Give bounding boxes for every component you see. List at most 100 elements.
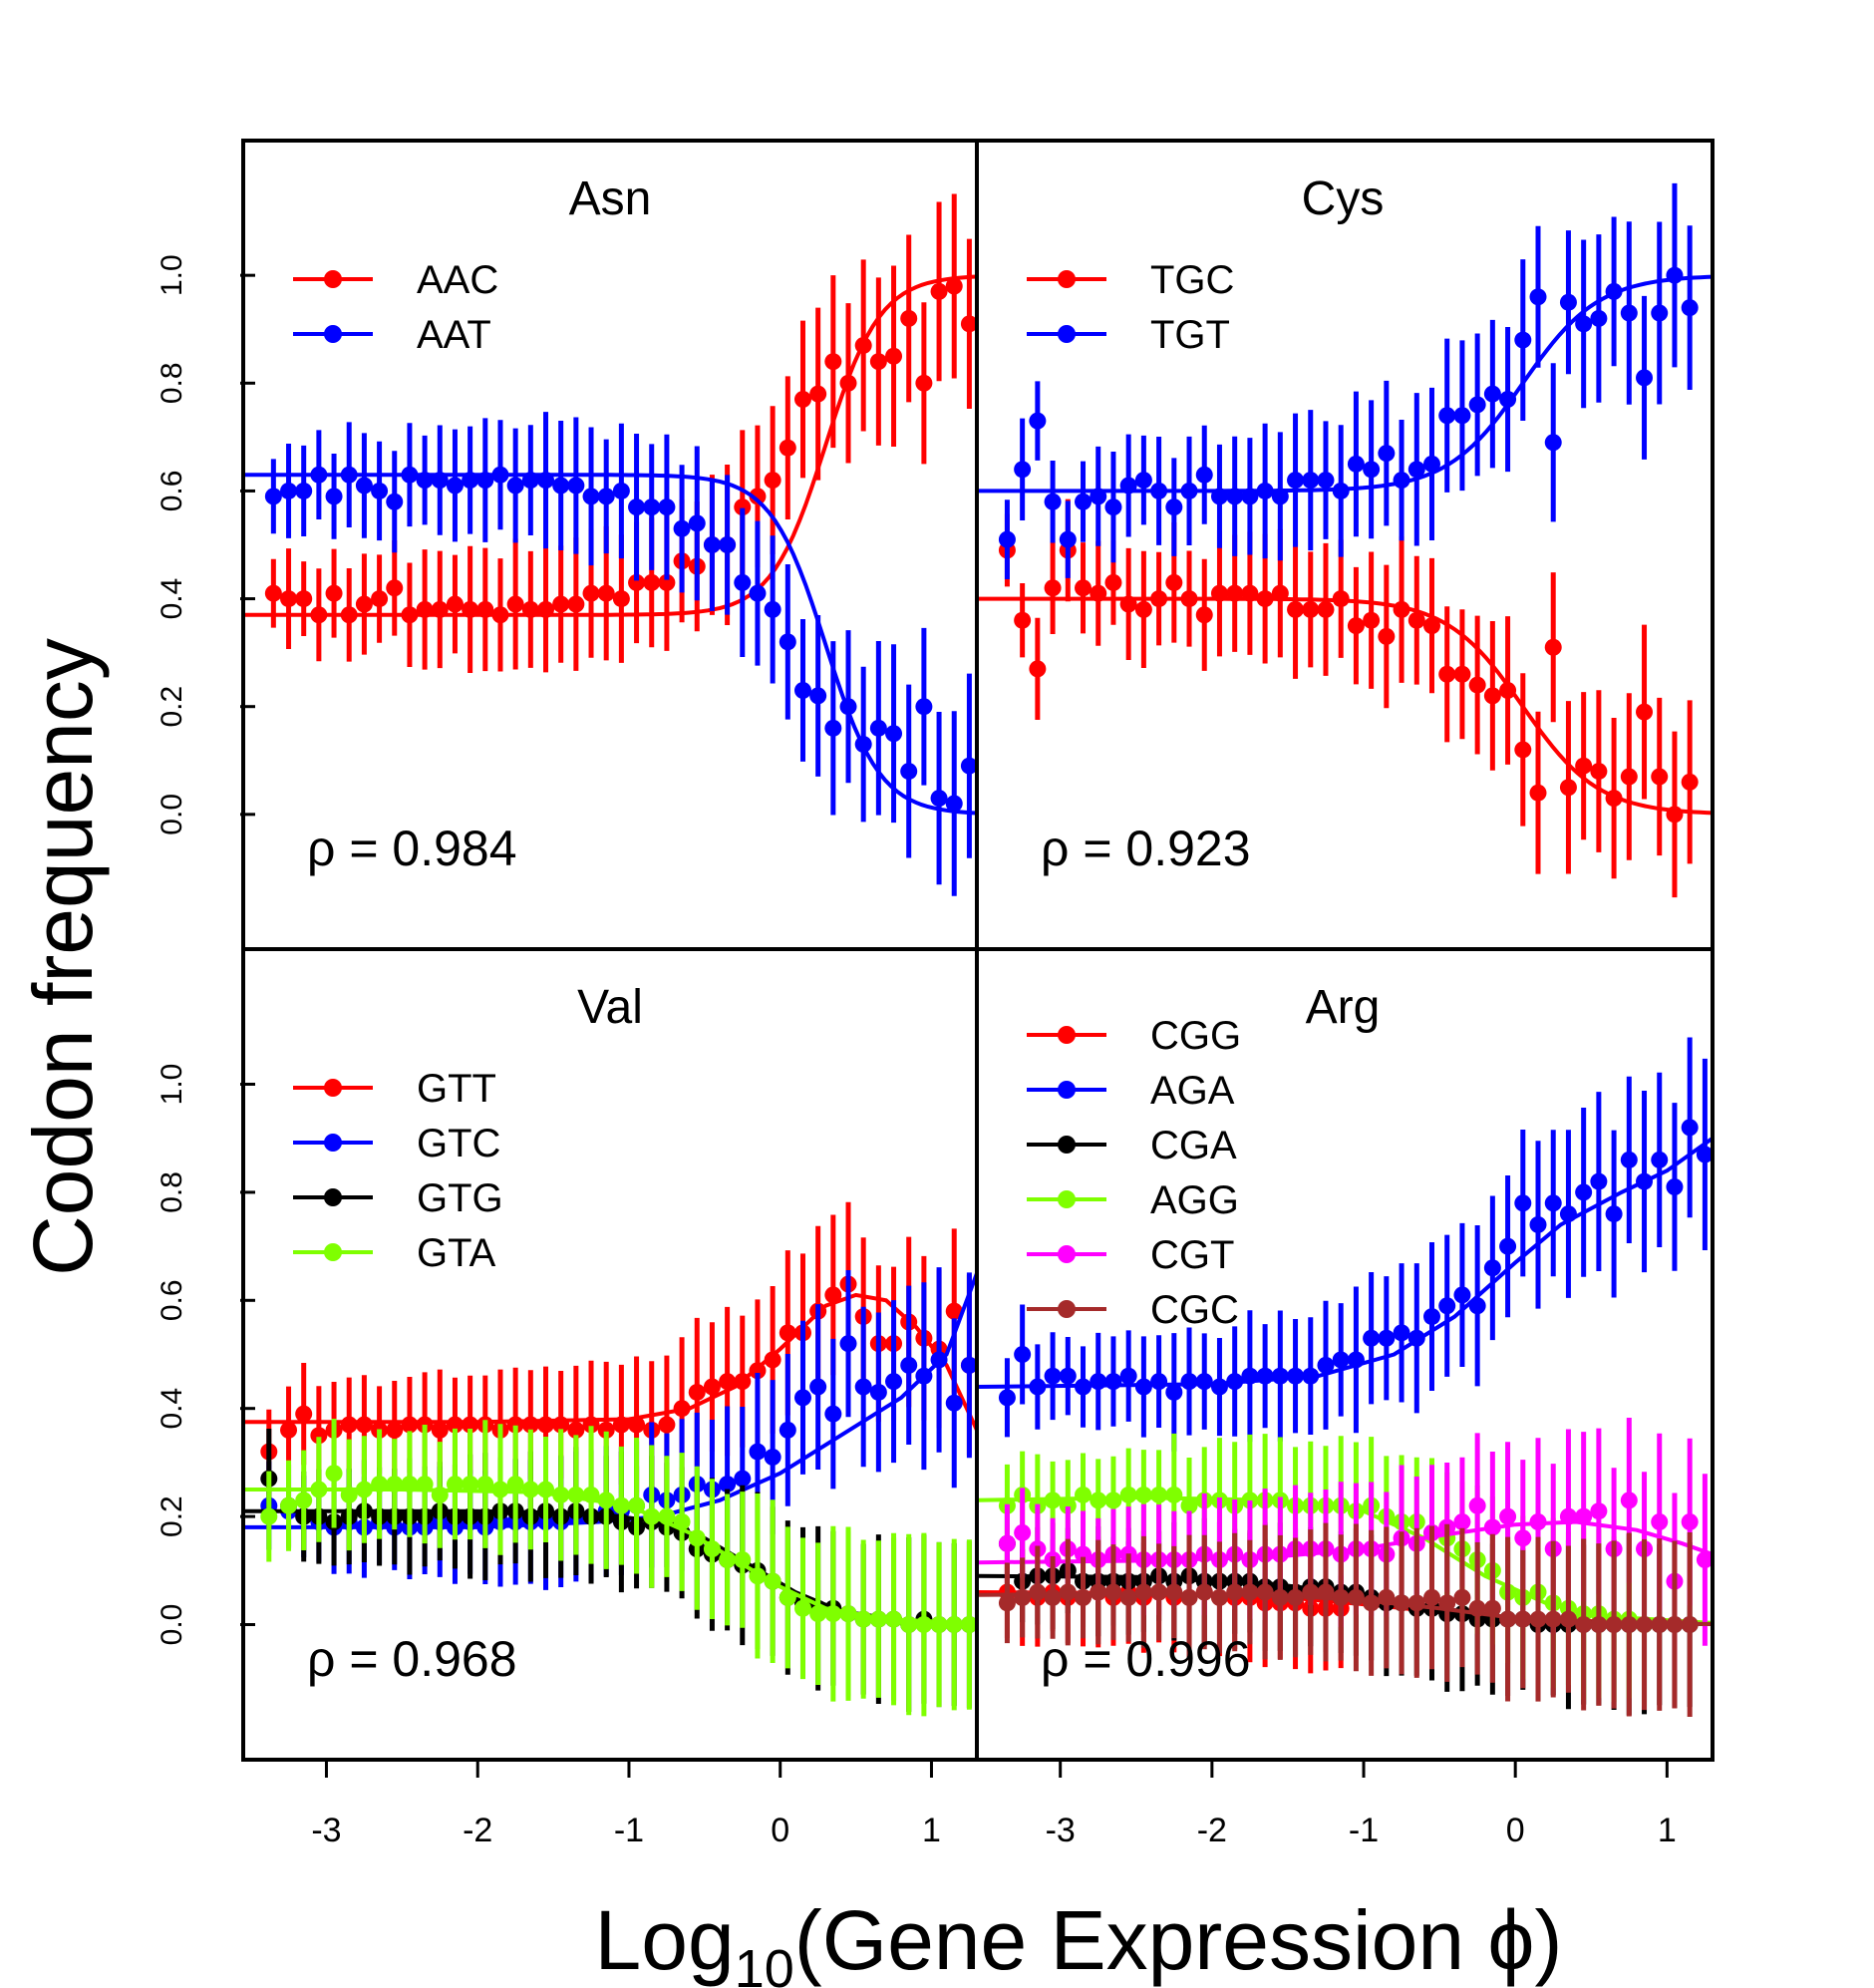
data-point-aga xyxy=(1544,1194,1562,1212)
data-point-aat xyxy=(567,477,585,495)
data-point-gtt xyxy=(582,1416,600,1434)
data-point-cgt xyxy=(1499,1507,1517,1525)
data-point-gta xyxy=(462,1476,479,1493)
data-point-cgc xyxy=(1317,1583,1335,1601)
data-point-aac xyxy=(628,573,646,591)
data-point-cgc xyxy=(1453,1588,1471,1606)
data-point-cgt xyxy=(1696,1550,1713,1568)
x-axis-label-base: Log xyxy=(595,1893,735,1987)
data-point-cgc xyxy=(1059,1583,1077,1601)
data-point-aga xyxy=(1468,1297,1486,1315)
legend-marker-tgt xyxy=(1058,325,1076,343)
data-point-aat xyxy=(476,472,494,490)
data-point-aat xyxy=(310,466,328,484)
x-tick-label: -2 xyxy=(1197,1812,1227,1849)
data-point-tgt xyxy=(1483,385,1501,403)
y-tick-label: 1.0 xyxy=(156,254,188,296)
data-point-gtc xyxy=(930,1351,948,1369)
data-point-tgt xyxy=(1575,315,1593,333)
data-point-aac xyxy=(462,600,479,618)
data-point-tgc xyxy=(1332,590,1350,608)
data-point-tgc xyxy=(1378,627,1396,645)
data-point-aat xyxy=(688,514,706,532)
data-point-gta xyxy=(340,1486,358,1503)
data-point-aac xyxy=(793,391,811,409)
data-point-gta xyxy=(431,1486,449,1503)
data-point-cgc xyxy=(1681,1616,1699,1633)
data-point-aac xyxy=(658,573,676,591)
panel-title-cys: Cys xyxy=(1302,172,1385,225)
data-point-aat xyxy=(264,488,282,505)
data-point-aac xyxy=(839,374,857,392)
data-point-tgt xyxy=(1044,493,1062,510)
data-point-aga xyxy=(1407,1329,1425,1347)
data-point-cgc xyxy=(1544,1610,1562,1628)
legend-label-aac: AAC xyxy=(417,258,498,302)
data-point-agg xyxy=(1075,1486,1093,1503)
data-point-cgc xyxy=(1044,1588,1062,1606)
data-point-aac xyxy=(280,590,298,608)
data-point-gta xyxy=(643,1507,661,1525)
data-point-aat xyxy=(521,472,539,490)
data-point-gta xyxy=(809,1605,827,1623)
legend-marker-cgc xyxy=(1058,1300,1076,1318)
data-point-aac xyxy=(945,277,963,295)
fit-curve-tgt xyxy=(977,274,1713,494)
data-point-tgt xyxy=(1681,299,1699,317)
data-point-tgt xyxy=(1544,434,1562,452)
data-point-gta xyxy=(703,1540,721,1558)
data-point-tgc xyxy=(1514,741,1532,759)
data-point-tgt xyxy=(1438,407,1456,425)
data-point-gtt xyxy=(703,1378,721,1396)
data-point-agg xyxy=(1059,1496,1077,1514)
data-point-tgc xyxy=(1165,573,1183,591)
data-point-tgc xyxy=(1044,579,1062,597)
data-point-aac xyxy=(749,488,767,505)
data-point-aga xyxy=(1165,1383,1183,1401)
data-point-aga xyxy=(1620,1151,1638,1168)
plot-layer: Asn AAC AAT ρ = 0.984 0.0 0.2 0.4 0.6 0.8 1.0 Cys T… xyxy=(156,139,1715,1849)
data-point-cgc xyxy=(1180,1588,1198,1606)
data-point-aga xyxy=(1483,1259,1501,1277)
data-point-gta xyxy=(960,1616,977,1633)
data-point-tgt xyxy=(1407,461,1425,479)
data-point-tgt xyxy=(1422,455,1440,473)
data-point-gtt xyxy=(401,1416,419,1434)
data-point-cgt xyxy=(1075,1545,1093,1563)
x-tick-label: -1 xyxy=(614,1812,644,1849)
data-point-tgt xyxy=(1150,482,1168,499)
legend-label-tgt: TGT xyxy=(1150,313,1230,357)
data-point-tgc xyxy=(1075,579,1093,597)
data-point-gtc xyxy=(839,1335,857,1353)
data-point-gta xyxy=(280,1496,298,1514)
data-point-cgc xyxy=(1119,1588,1137,1606)
y-tick-label: 0.6 xyxy=(156,1279,188,1321)
data-point-gtt xyxy=(462,1416,479,1434)
legend-label-cgg: CGG xyxy=(1150,1014,1241,1058)
data-point-aat xyxy=(582,488,600,505)
data-point-aat xyxy=(900,763,918,781)
data-point-tgc xyxy=(1150,590,1168,608)
data-point-gtt xyxy=(658,1416,676,1434)
data-point-tgt xyxy=(1590,309,1608,327)
data-point-gta xyxy=(628,1496,646,1514)
data-point-aac xyxy=(264,584,282,602)
data-point-aat xyxy=(446,477,464,495)
data-point-aac xyxy=(960,315,977,333)
data-point-aat xyxy=(355,477,373,495)
data-point-gtt xyxy=(567,1421,585,1439)
data-point-cgc xyxy=(1620,1616,1638,1633)
data-point-tgc xyxy=(1651,768,1669,786)
data-point-aac xyxy=(809,385,827,403)
data-point-cgc xyxy=(1195,1583,1213,1601)
data-point-gtt xyxy=(945,1302,963,1320)
data-point-aat xyxy=(945,795,963,813)
legend-label-cgt: CGT xyxy=(1150,1233,1234,1277)
legend-marker-cga xyxy=(1058,1136,1076,1154)
data-point-tgc xyxy=(1422,617,1440,635)
data-point-aac xyxy=(612,590,630,608)
data-point-aat xyxy=(839,698,857,716)
legend-marker-gta xyxy=(324,1243,342,1261)
data-point-aga xyxy=(1696,1146,1713,1163)
data-point-tgt xyxy=(1468,396,1486,414)
